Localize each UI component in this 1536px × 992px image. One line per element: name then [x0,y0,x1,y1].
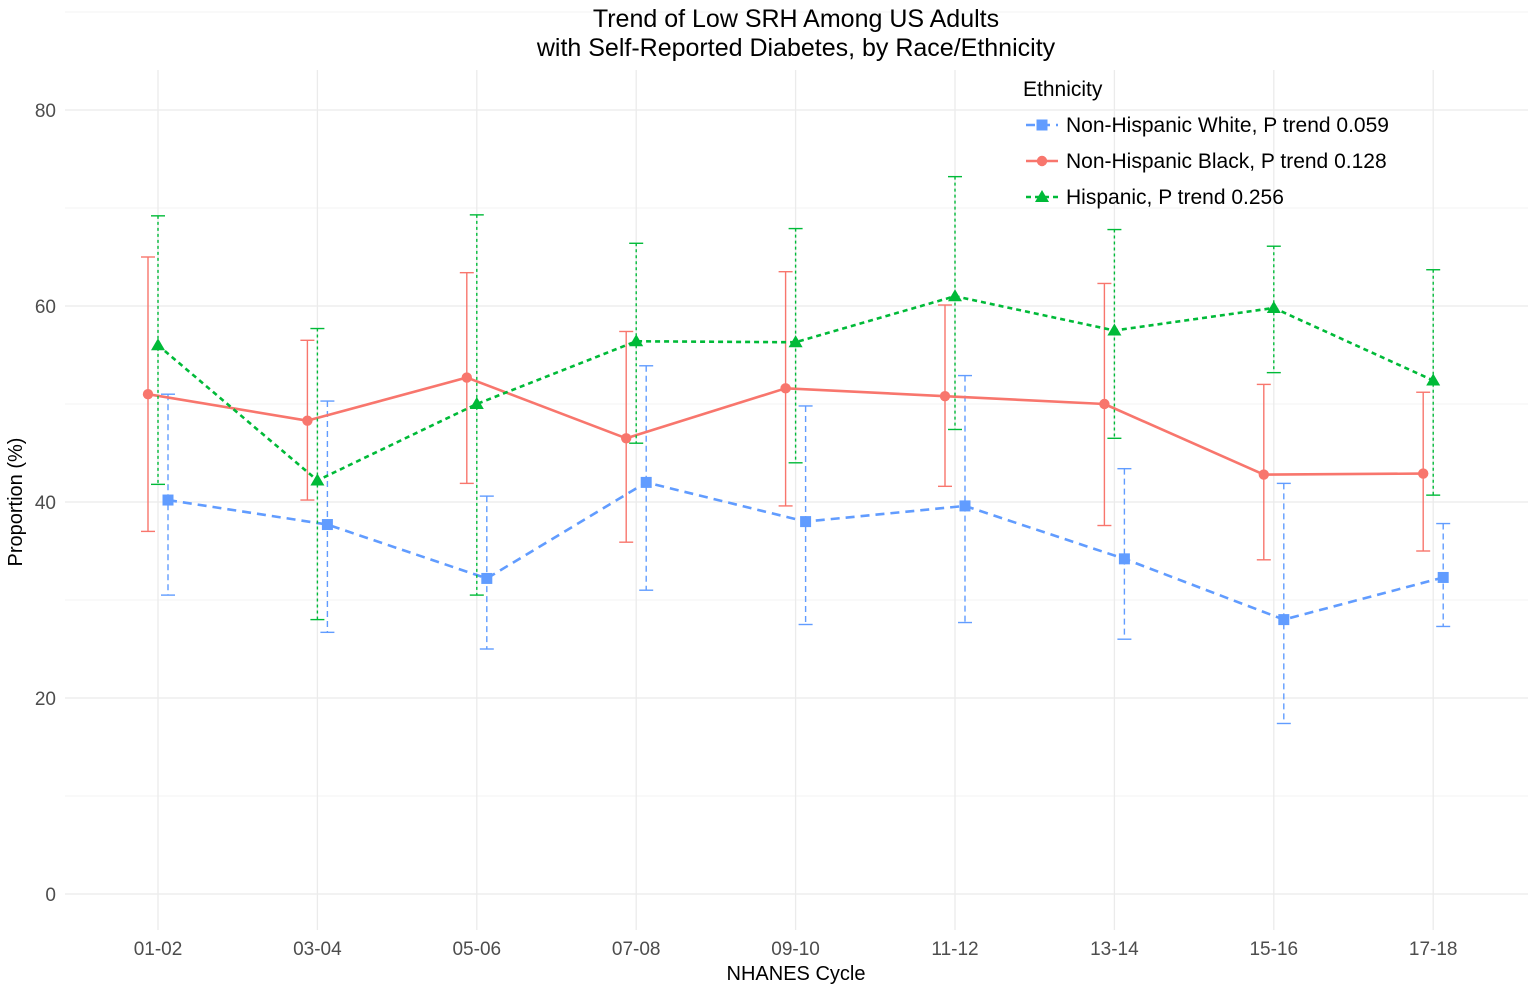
data-point [151,338,165,351]
data-point [1278,614,1290,626]
legend-key-marker [1036,119,1048,131]
data-point [800,516,812,528]
legend-title: Ethnicity [1023,78,1103,101]
data-point [1418,468,1429,479]
x-tick-label: 13-14 [1090,939,1139,960]
data-point [302,415,313,426]
grid-lines [65,11,1528,930]
error-bar [798,405,813,626]
error-bar [469,214,484,596]
data-point [640,476,652,488]
error-bar [1266,245,1281,374]
data-point [948,289,962,302]
legend: Ethnicity Non-Hispanic White, P trend 0.… [1023,78,1389,209]
legend-label: Non-Hispanic Black, P trend 0.128 [1066,150,1387,173]
legend-label: Non-Hispanic White, P trend 0.059 [1066,114,1389,137]
error-bar [479,495,494,650]
data-point [321,519,333,531]
chart-title: Trend of Low SRH Among US Adults with Se… [536,5,1056,62]
chart-title-line-2: with Self-Reported Diabetes, by Race/Eth… [536,34,1056,62]
x-axis-title: NHANES Cycle [727,963,866,985]
data-point [1266,300,1281,313]
error-bar [958,374,972,624]
data-point [481,572,493,584]
data-point [1426,373,1441,386]
data-point [939,390,951,402]
legend-item-non-hispanic-white: Non-Hispanic White, P trend 0.059 [1026,114,1389,137]
error-bar [629,242,644,444]
data-point [310,473,325,486]
error-bar [1276,482,1291,725]
data-point [629,334,644,347]
plot-series [141,175,1451,725]
data-point [1099,398,1110,410]
legend-key-marker [1035,190,1049,202]
data-point [1437,571,1449,583]
series-non-hispanic-white [161,365,1451,725]
data-point [142,389,154,400]
data-point [1118,553,1130,565]
legend-item-non-hispanic-black: Non-Hispanic Black, P trend 0.128 [1026,150,1387,173]
data-point [788,335,803,348]
error-bar [320,400,335,634]
data-point [469,397,484,409]
legend-item-hispanic: Hispanic, P trend 0.256 [1026,186,1284,209]
data-point [461,372,472,383]
x-tick-label: 09-10 [771,939,820,960]
data-point [780,383,791,394]
chart-title-line-1: Trend of Low SRH Among US Adults [593,5,999,33]
x-tick-label: 15-16 [1249,939,1298,960]
y-tick-label: 0 [45,885,56,906]
y-axis-title: Proportion (%) [5,438,27,567]
data-point [162,494,174,506]
x-tick-label: 05-06 [452,939,501,960]
series-hispanic [151,175,1441,621]
error-bar [1426,269,1441,496]
data-point [959,500,971,512]
series-non-hispanic-black [141,256,1431,561]
x-axis-ticks: 01-02 03-04 05-06 07-08 09-10 11-12 13-14 15-16… [134,939,1458,960]
legend-key-marker [1036,155,1048,167]
series-line [157,294,1434,482]
x-tick-label: 01-02 [134,939,183,960]
x-tick-label: 07-08 [612,939,661,960]
y-axis-ticks: 0 20 40 60 80 [35,101,56,906]
y-tick-label: 20 [35,689,56,710]
error-bar [788,227,803,464]
x-tick-label: 11-12 [931,939,978,960]
error-bar [948,175,962,431]
x-tick-label: 17-18 [1409,939,1458,960]
y-tick-label: 40 [35,493,56,514]
legend-label: Hispanic, P trend 0.256 [1066,186,1284,209]
data-point [1107,323,1122,336]
y-tick-label: 60 [35,297,56,318]
x-tick-label: 03-04 [293,939,342,960]
y-tick-label: 80 [35,101,56,122]
data-point [621,433,632,444]
data-point [1258,469,1270,480]
